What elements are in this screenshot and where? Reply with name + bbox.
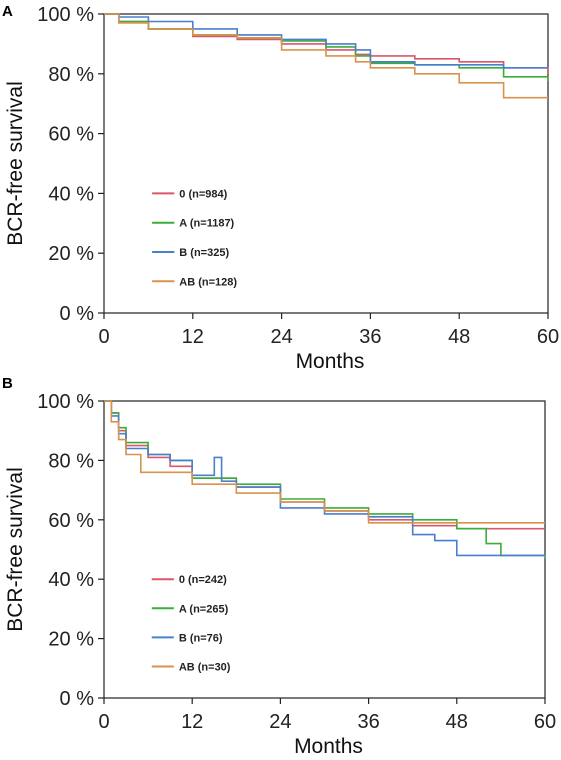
plot-frame <box>103 13 549 314</box>
legend-label: B (n=76) <box>179 632 223 644</box>
panel-label: A <box>2 3 13 20</box>
y-axis-title: BCR-free survival <box>4 467 27 632</box>
y-tick-label: 0 % <box>60 303 95 325</box>
x-tick-label: 36 <box>359 326 381 348</box>
x-tick-label: 48 <box>446 711 468 733</box>
legend-label: A (n=1187) <box>179 218 234 230</box>
series-line-3 <box>104 13 548 99</box>
x-tick-label: 60 <box>537 326 559 348</box>
x-tick-label: 0 <box>98 711 109 733</box>
plot-frame <box>103 400 546 699</box>
y-tick-label: 0 % <box>60 688 95 710</box>
x-tick-label: 12 <box>182 326 204 348</box>
legend-label: AB (n=30) <box>179 662 231 674</box>
y-tick-label: 80 % <box>48 64 94 86</box>
y-tick-label: 20 % <box>48 629 94 651</box>
y-tick-label: 60 % <box>48 124 94 146</box>
x-tick-label: 24 <box>270 326 292 348</box>
series-line-2 <box>104 400 545 557</box>
legend-label: B (n=325) <box>179 247 229 259</box>
y-tick-label: 40 % <box>48 569 94 591</box>
y-tick-label: 60 % <box>48 510 94 532</box>
legend-label: 0 (n=984) <box>179 188 227 200</box>
y-tick-label: 100 % <box>37 4 94 26</box>
y-axis-title: BCR-free survival <box>4 81 27 246</box>
y-tick-label: 100 % <box>37 391 94 413</box>
x-axis-title: Months <box>296 350 365 373</box>
legend-label: AB (n=128) <box>179 276 237 288</box>
x-tick-label: 60 <box>534 711 556 733</box>
y-tick-label: 20 % <box>48 243 94 265</box>
x-tick-label: 24 <box>269 711 291 733</box>
panel-label: B <box>2 375 13 392</box>
y-tick-label: 80 % <box>48 450 94 472</box>
chart-panel-b: B 0 % 20 % 40 % 60 % 80 % 100 % 0 12 24 36 48 60 Mont… <box>2 375 556 758</box>
chart-panel-a: A 0 % 20 % 40 % 60 % 80 % 100 % 0 12 24 36 48 60 Mont… <box>2 3 559 373</box>
series-line-1 <box>104 400 546 559</box>
x-tick-label: 12 <box>181 711 203 733</box>
legend-label: 0 (n=242) <box>179 574 227 586</box>
x-axis-title: Months <box>294 735 363 758</box>
legend-label: A (n=265) <box>179 603 229 615</box>
x-tick-label: 0 <box>98 326 109 348</box>
series-line-3 <box>104 400 545 524</box>
x-tick-label: 36 <box>357 711 379 733</box>
y-tick-label: 40 % <box>48 183 94 205</box>
series-line-2 <box>104 13 548 69</box>
series-line-1 <box>104 13 549 82</box>
x-tick-label: 48 <box>448 326 470 348</box>
